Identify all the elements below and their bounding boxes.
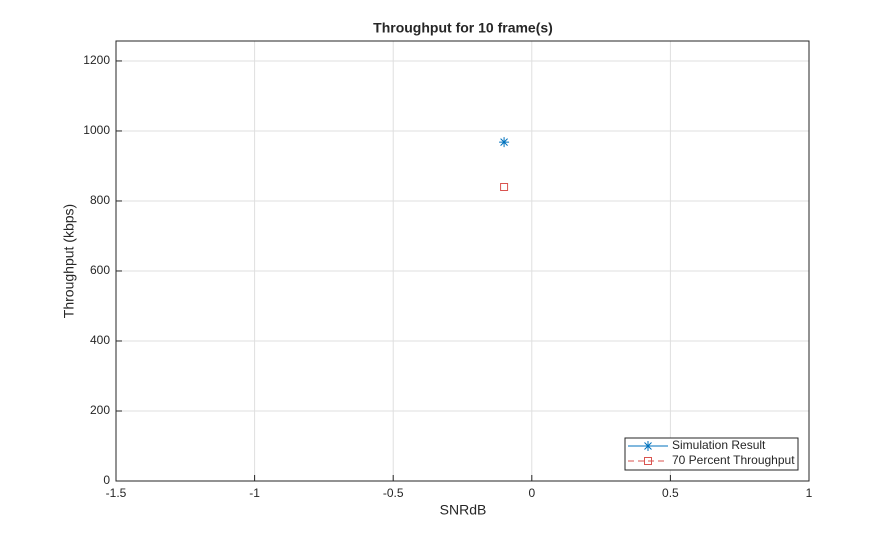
y-tick-label: 200 <box>90 403 110 417</box>
y-tick-label: 1000 <box>83 123 110 137</box>
chart-title: Throughput for 10 frame(s) <box>373 20 553 36</box>
y-tick-label: 600 <box>90 263 110 277</box>
y-tick-label: 1200 <box>83 53 110 67</box>
x-tick-label: -0.5 <box>383 486 404 500</box>
legend-marker <box>644 457 652 465</box>
legend-label: 70 Percent Throughput <box>672 453 795 467</box>
legend-marker-shape <box>644 457 652 465</box>
y-tick-label: 800 <box>90 193 110 207</box>
legend-box <box>624 437 799 471</box>
x-tick-label: 1 <box>806 486 813 500</box>
legend-marker-shape <box>643 441 653 451</box>
x-tick-label: 0 <box>528 486 535 500</box>
y-axis-label: Throughput (kbps) <box>61 204 77 318</box>
legend-label: Simulation Result <box>672 438 766 452</box>
plot-frame <box>115 40 810 482</box>
x-tick-label: -1 <box>249 486 260 500</box>
legend-marker <box>643 441 653 451</box>
plot-area <box>116 41 809 481</box>
y-tick-label: 400 <box>90 333 110 347</box>
x-axis-label: SNRdB <box>440 502 487 518</box>
y-tick-label: 0 <box>103 473 110 487</box>
data-point <box>499 137 510 148</box>
x-tick-label: -1.5 <box>106 486 127 500</box>
x-tick-label: 0.5 <box>662 486 679 500</box>
data-point <box>500 182 509 191</box>
